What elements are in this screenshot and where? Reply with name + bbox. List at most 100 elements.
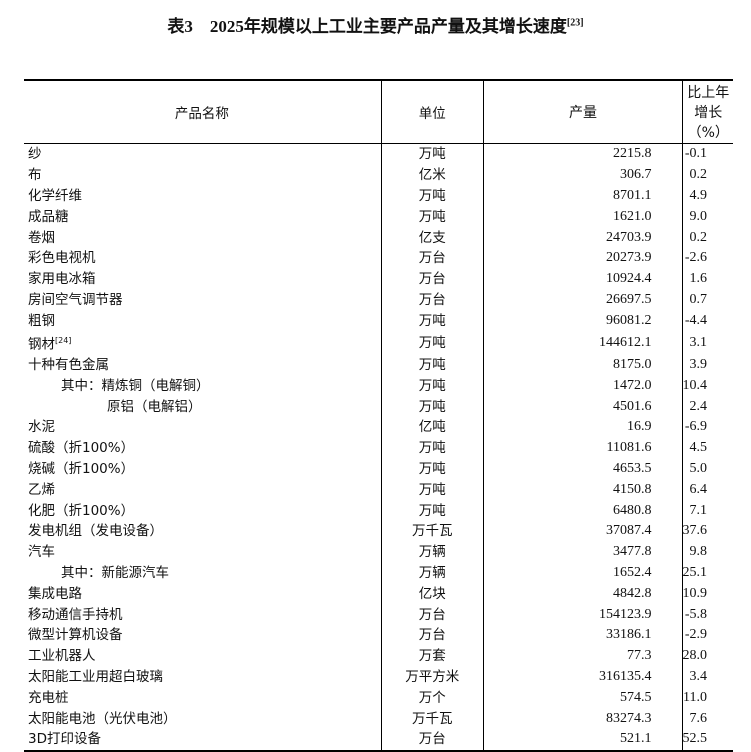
unit-cell: 万吨 bbox=[380, 458, 484, 480]
unit-cell: 万千瓦 bbox=[380, 521, 484, 542]
product-name-cell: 布 bbox=[24, 165, 381, 186]
unit-cell: 万吨 bbox=[380, 500, 484, 522]
output-cell: 4653.5 bbox=[482, 458, 682, 480]
output-cell: 16.9 bbox=[482, 417, 682, 438]
unit-cell: 万台 bbox=[380, 604, 484, 626]
product-name: 硫酸（折100%） bbox=[28, 440, 135, 457]
product-name-cell: 乙烯 bbox=[24, 479, 381, 500]
table-row: 纱 万吨 2215.8 -0.1 bbox=[24, 143, 733, 165]
unit-cell: 亿吨 bbox=[380, 417, 484, 438]
growth-cell: 3.9 bbox=[681, 354, 733, 376]
product-name: 房间空气调节器 bbox=[28, 291, 123, 308]
product-name: 化肥（折100%） bbox=[28, 502, 135, 519]
growth-cell: -6.9 bbox=[681, 417, 733, 438]
growth-cell: 5.0 bbox=[681, 458, 733, 480]
product-name-cell: 家用电冰箱 bbox=[24, 269, 381, 290]
product-name-cell: 化肥（折100%） bbox=[24, 500, 381, 521]
unit-cell: 万吨 bbox=[380, 375, 484, 397]
product-name: 布 bbox=[28, 167, 42, 184]
growth-cell: 4.5 bbox=[681, 437, 733, 459]
unit-cell: 万吨 bbox=[380, 354, 484, 376]
table-row: 太阳能电池（光伏电池） 万千瓦 83274.3 7.6 bbox=[24, 708, 733, 730]
output-cell: 8701.1 bbox=[482, 185, 682, 207]
product-name: 粗钢 bbox=[28, 312, 55, 329]
product-name-cell: 成品糖 bbox=[24, 206, 381, 227]
unit-cell: 万辆 bbox=[380, 562, 484, 584]
unit-cell: 万辆 bbox=[380, 541, 484, 563]
table-row: 集成电路 亿块 4842.8 10.9 bbox=[24, 583, 733, 605]
table-row: 钢材[24] 万吨 144612.1 3.1 bbox=[24, 331, 733, 355]
output-cell: 26697.5 bbox=[482, 289, 682, 311]
growth-cell: 2.4 bbox=[681, 396, 733, 418]
product-name-cell: 钢材[24] bbox=[24, 331, 381, 355]
product-name-cell: 集成电路 bbox=[24, 583, 381, 604]
product-name-cell: 化学纤维 bbox=[24, 186, 381, 207]
footnote-ref[interactable]: [23] bbox=[566, 17, 584, 29]
header-output: 产量 bbox=[482, 80, 682, 144]
unit-cell: 万个 bbox=[380, 687, 484, 709]
table-row: 其中：精炼铜（电解铜） 万吨 1472.0 10.4 bbox=[24, 375, 733, 397]
growth-cell: 9.0 bbox=[681, 206, 733, 228]
product-name-cell: 汽车 bbox=[24, 542, 381, 563]
output-cell: 4150.8 bbox=[482, 479, 682, 501]
product-name-cell: 烧碱（折100%） bbox=[24, 459, 381, 480]
footnote-ref[interactable]: [24] bbox=[55, 336, 72, 346]
product-name-cell: 其中：精炼铜（电解铜） bbox=[24, 375, 381, 396]
product-name-cell: 硫酸（折100%） bbox=[24, 438, 381, 459]
product-name: 原铝（电解铝） bbox=[107, 398, 202, 415]
table-row: 布 亿米 306.7 0.2 bbox=[24, 164, 733, 186]
unit-cell: 万吨 bbox=[380, 206, 484, 228]
unit-cell: 万套 bbox=[380, 645, 484, 667]
product-name: 充电桩 bbox=[28, 689, 69, 706]
growth-cell: 7.6 bbox=[681, 708, 733, 730]
output-cell: 4501.6 bbox=[482, 396, 682, 418]
product-name: 工业机器人 bbox=[28, 648, 96, 665]
product-name-cell: 十种有色金属 bbox=[24, 355, 381, 376]
growth-cell: 7.1 bbox=[681, 500, 733, 522]
product-name: 化学纤维 bbox=[28, 187, 82, 204]
table-row: 硫酸（折100%） 万吨 11081.6 4.5 bbox=[24, 437, 733, 459]
output-cell: 33186.1 bbox=[482, 625, 682, 646]
output-cell: 6480.8 bbox=[482, 500, 682, 522]
unit-cell: 万台 bbox=[380, 729, 484, 751]
product-name-cell: 纱 bbox=[24, 144, 381, 165]
growth-cell: 3.1 bbox=[681, 331, 733, 355]
growth-cell: 0.7 bbox=[681, 289, 733, 311]
product-name-cell: 发电机组（发电设备） bbox=[24, 521, 381, 542]
product-name: 太阳能工业用超白玻璃 bbox=[28, 669, 163, 686]
growth-cell: 25.1 bbox=[681, 562, 733, 584]
output-cell: 96081.2 bbox=[482, 310, 682, 332]
output-cell: 24703.9 bbox=[482, 227, 682, 248]
production-table: 产品名称 单位 产量 比上年增长（%） 纱万吨 2215.8 -0.1 布亿米 306.… bbox=[24, 79, 733, 752]
table-row: 房间空气调节器 万台 26697.5 0.7 bbox=[24, 289, 733, 311]
growth-cell: 10.4 bbox=[681, 375, 733, 397]
table-row: 发电机组（发电设备） 万千瓦 37087.4 37.6 bbox=[24, 521, 733, 542]
output-cell: 20273.9 bbox=[482, 247, 682, 269]
growth-cell: 6.4 bbox=[681, 479, 733, 501]
product-name: 太阳能电池（光伏电池） bbox=[28, 710, 177, 727]
unit-cell: 万吨 bbox=[380, 310, 484, 332]
product-name: 水泥 bbox=[28, 419, 55, 436]
product-name-cell: 水泥 bbox=[24, 417, 381, 438]
output-cell: 10924.4 bbox=[482, 268, 682, 290]
unit-cell: 万千瓦 bbox=[380, 708, 484, 730]
table-row: 十种有色金属 万吨 8175.0 3.9 bbox=[24, 354, 733, 376]
growth-cell: 52.5 bbox=[681, 729, 733, 751]
unit-cell: 万台 bbox=[380, 625, 484, 646]
growth-cell: 11.0 bbox=[681, 687, 733, 709]
growth-cell: 0.2 bbox=[681, 227, 733, 248]
growth-cell: -5.8 bbox=[681, 604, 733, 626]
output-cell: 144612.1 bbox=[482, 331, 682, 355]
growth-cell: 4.9 bbox=[681, 185, 733, 207]
growth-cell: 1.6 bbox=[681, 268, 733, 290]
product-name-cell: 工业机器人 bbox=[24, 646, 381, 667]
growth-cell: -4.4 bbox=[681, 310, 733, 332]
output-cell: 37087.4 bbox=[482, 521, 682, 542]
unit-cell: 万台 bbox=[380, 247, 484, 269]
table-row: 乙烯 万吨 4150.8 6.4 bbox=[24, 479, 733, 501]
unit-cell: 万吨 bbox=[380, 143, 484, 165]
table-row: 3D打印设备 万台 521.1 52.5 bbox=[24, 729, 733, 751]
product-name-cell: 3D打印设备 bbox=[24, 729, 381, 751]
growth-cell: -0.1 bbox=[681, 143, 733, 165]
table-row: 太阳能工业用超白玻璃 万平方米 316135.4 3.4 bbox=[24, 666, 733, 688]
